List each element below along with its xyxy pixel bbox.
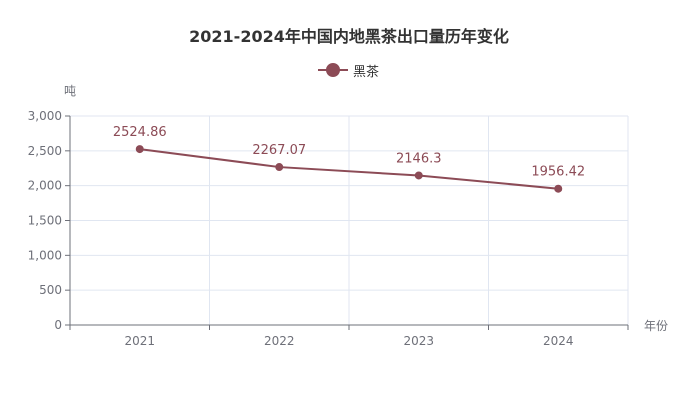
x-tick-label: 2021 xyxy=(124,334,155,348)
legend-label: 黑茶 xyxy=(353,64,380,80)
data-point xyxy=(275,163,284,172)
y-tick-label: 1,000 xyxy=(28,248,62,262)
y-tick-label: 0 xyxy=(54,318,62,332)
data-label: 2146.3 xyxy=(396,151,442,166)
y-tick-label: 2,500 xyxy=(28,144,62,158)
x-tick-label: 2024 xyxy=(543,334,574,348)
data-point xyxy=(554,184,563,193)
grid-lines xyxy=(70,115,629,325)
data-labels: 2524.86 2267.07 2146.3 1956.42 xyxy=(113,125,585,180)
data-point xyxy=(414,171,423,180)
x-tick-label: 2023 xyxy=(403,334,434,348)
legend[interactable]: 黑茶 xyxy=(318,60,379,80)
y-tick-label: 3,000 xyxy=(28,109,62,123)
y-tick-label: 2,000 xyxy=(28,179,62,193)
chart-title: 2021-2024年中国内地黑茶出口量历年变化 xyxy=(189,27,509,46)
x-tick-label: 2022 xyxy=(264,334,295,348)
y-axis-label: 吨 xyxy=(64,84,76,98)
data-label: 1956.42 xyxy=(531,165,585,180)
series xyxy=(135,145,563,193)
legend-line-icon xyxy=(318,63,348,77)
axes: 0 500 1,000 1,500 2,000 2,500 3,000 2021 2022 202… xyxy=(28,109,629,348)
series-line xyxy=(139,148,559,190)
data-point xyxy=(135,145,144,154)
y-tick-label: 500 xyxy=(39,283,62,297)
data-label: 2267.07 xyxy=(252,143,306,158)
data-label: 2524.86 xyxy=(113,125,167,140)
y-tick-label: 1,500 xyxy=(28,214,62,228)
x-axis-label: 年份 xyxy=(644,319,668,333)
